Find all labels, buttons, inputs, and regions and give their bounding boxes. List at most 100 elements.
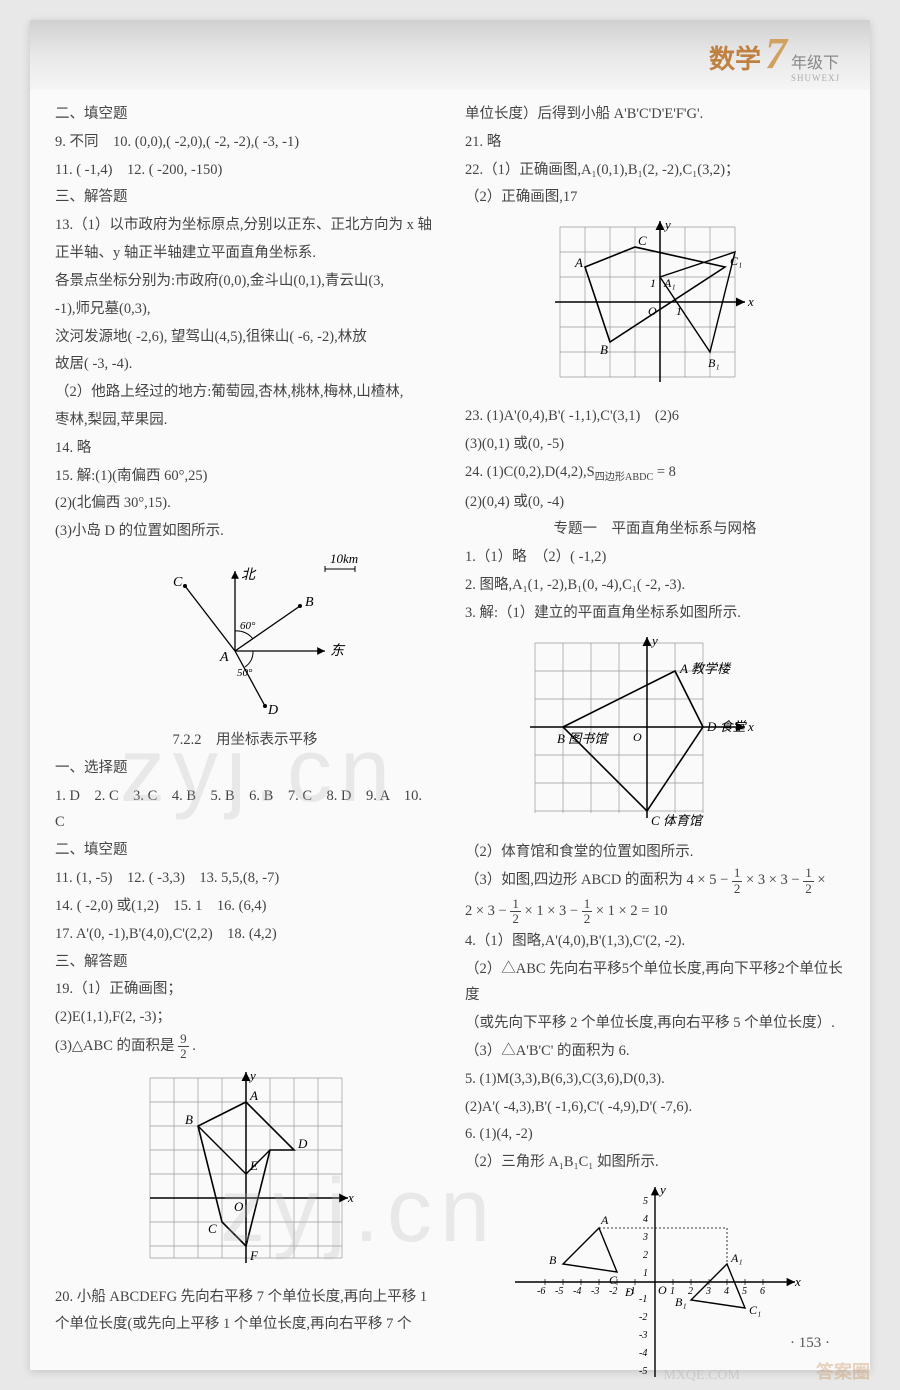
svg-text:C 体育馆: C 体育馆 — [651, 813, 704, 828]
svg-text:1: 1 — [643, 1268, 648, 1279]
svg-text:B: B — [185, 1112, 193, 1127]
svg-text:3: 3 — [642, 1232, 648, 1243]
text-line: （2）△ABC 先向右平移5个单位长度,再向下平移2个单位长度 — [465, 956, 845, 1010]
text-line: -1),师兄墓(0,3), — [55, 296, 435, 323]
svg-text:D: D — [267, 703, 278, 718]
text-line: 正半轴、y 轴正半轴建立平面直角坐标系. — [55, 240, 435, 267]
text-line: 枣林,梨园,苹果园. — [55, 407, 435, 434]
text-line: 21. 略 — [465, 129, 845, 156]
svg-text:60°: 60° — [240, 620, 256, 632]
text-line: （2）正确画图,17 — [465, 184, 845, 211]
svg-text:B₁: B₁ — [708, 356, 720, 370]
svg-text:C: C — [208, 1221, 217, 1236]
section-title: 专题一 平面直角坐标系与网格 — [465, 516, 845, 543]
svg-text:A₁: A₁ — [730, 1251, 743, 1265]
svg-text:O: O — [234, 1199, 244, 1214]
text-line: 9. 不同 10. (0,0),( -2,0),( -2, -2),( -3, … — [55, 129, 435, 156]
page-number: · 153 · — [790, 1335, 830, 1352]
svg-text:y: y — [663, 217, 671, 232]
svg-text:6: 6 — [760, 1286, 765, 1297]
text-line: （2）体育馆和食堂的位置如图所示. — [465, 839, 845, 866]
svg-text:5: 5 — [643, 1196, 648, 1207]
text-line: （2）他路上经过的地方:葡萄园,杏林,桃林,梅林,山楂林, — [55, 379, 435, 406]
text-line: 14. 略 — [55, 435, 435, 462]
text-line: 三、解答题 — [55, 949, 435, 976]
subject: 数学 — [709, 39, 761, 76]
svg-text:-5: -5 — [639, 1366, 647, 1377]
text-line: 6. (1)(4, -2) — [465, 1121, 845, 1148]
svg-text:4: 4 — [643, 1214, 648, 1225]
svg-text:B: B — [549, 1253, 557, 1267]
svg-text:-5: -5 — [555, 1286, 563, 1297]
text-line: 汶河发源地( -2,6), 望驾山(4,5),徂徕山( -6, -2),林放 — [55, 324, 435, 351]
svg-text:B₁: B₁ — [675, 1295, 687, 1309]
svg-text:B: B — [600, 342, 608, 357]
coord-diagram-q22: A B C A₁ B₁ C₁ O 1 1 x y — [530, 217, 780, 397]
svg-text:4: 4 — [724, 1286, 729, 1297]
svg-text:D: D — [297, 1136, 308, 1151]
svg-text:y: y — [650, 633, 658, 648]
svg-text:D: D — [624, 1285, 634, 1299]
svg-text:A: A — [600, 1213, 609, 1227]
text-line: 各景点坐标分别为:市政府(0,0),金斗山(0,1),青云山(3, — [55, 268, 435, 295]
svg-text:y: y — [658, 1182, 666, 1197]
svg-text:-2: -2 — [609, 1286, 617, 1297]
text-line: 15. 解:(1)(南偏西 60°,25) — [55, 463, 435, 490]
text-line: 2 × 3 − 12 × 1 × 3 − 12 × 1 × 2 = 10 — [465, 897, 845, 927]
svg-text:A₁: A₁ — [663, 276, 676, 290]
text-line: 3. 解:（1）建立的平面直角坐标系如图所示. — [465, 600, 845, 627]
text-line: 23. (1)A'(0,4),B'( -1,1),C'(3,1) (2)6 — [465, 403, 845, 430]
svg-text:O: O — [648, 304, 657, 318]
svg-text:2: 2 — [688, 1286, 693, 1297]
text-line: 单位长度）后得到小船 A'B'C'D'E'F'G'. — [465, 101, 845, 128]
svg-text:x: x — [347, 1190, 354, 1205]
right-column: 单位长度）后得到小船 A'B'C'D'E'F'G'. 21. 略 22.（1）正… — [465, 100, 845, 1300]
svg-text:东: 东 — [330, 643, 346, 659]
text-line: 故居( -3, -4). — [55, 351, 435, 378]
left-column: 二、填空题 9. 不同 10. (0,0),( -2,0),( -2, -2),… — [55, 100, 435, 1300]
header-title: 数学 7 年级下 SHUWEXJ — [709, 32, 840, 83]
text-line: 11. ( -1,4) 12. ( -200, -150) — [55, 157, 435, 184]
svg-text:B 图书馆: B 图书馆 — [557, 731, 609, 746]
content-columns: 二、填空题 9. 不同 10. (0,0),( -2,0),( -2, -2),… — [55, 100, 845, 1300]
text-line: （3）△A'B'C' 的面积为 6. — [465, 1038, 845, 1065]
text-line: 13.（1）以市政府为坐标原点,分别以正东、正北方向为 x 轴 — [55, 212, 435, 239]
section-title: 7.2.2 用坐标表示平移 — [55, 727, 435, 754]
svg-text:x: x — [747, 294, 754, 309]
svg-text:F: F — [249, 1248, 259, 1263]
svg-text:C₁: C₁ — [749, 1303, 761, 1317]
text-line: (2)(0,4) 或(0, -4) — [465, 489, 845, 516]
text-line: (2)(北偏西 30°,15). — [55, 490, 435, 517]
page-header: 数学 7 年级下 SHUWEXJ — [30, 20, 870, 90]
text-line: 14. ( -2,0) 或(1,2) 15. 1 16. (6,4) — [55, 893, 435, 920]
svg-text:-2: -2 — [639, 1312, 647, 1323]
scale-label: 10km — [330, 551, 358, 566]
svg-text:2: 2 — [643, 1250, 648, 1261]
svg-text:A: A — [574, 255, 583, 270]
grade-text: 年级下 — [791, 49, 840, 73]
text-line: 1.（1）略 （2）( -1,2) — [465, 544, 845, 571]
text-line: (3)小岛 D 的位置如图所示. — [55, 518, 435, 545]
text-line: （3）如图,四边形 ABCD 的面积为 4 × 5 − 12 × 3 × 3 −… — [465, 866, 845, 896]
svg-text:O: O — [658, 1283, 667, 1297]
svg-text:C: C — [638, 233, 647, 248]
text-line: 20. 小船 ABCDEFG 先向右平移 7 个单位长度,再向上平移 1 — [55, 1284, 435, 1311]
svg-text:-4: -4 — [573, 1286, 581, 1297]
text-line: 5. (1)M(3,3),B(6,3),C(3,6),D(0,3). — [465, 1066, 845, 1093]
text-line: (3)(0,1) 或(0, -5) — [465, 431, 845, 458]
watermark-corner: 答案圈 — [816, 1358, 870, 1384]
text-line: 19.（1）正确画图； — [55, 976, 435, 1003]
svg-text:50°: 50° — [237, 667, 253, 679]
watermark-corner: MXQE.COM — [663, 1368, 740, 1384]
svg-text:E: E — [249, 1158, 258, 1173]
svg-text:1: 1 — [650, 276, 656, 290]
numbered-axes-diagram: -6-5-4-3-2-1 123456 54321 -1-2-3-4-5 A B… — [505, 1182, 805, 1382]
svg-text:D 食堂: D 食堂 — [706, 719, 748, 734]
text-line: 11. (1, -5) 12. ( -3,3) 13. 5,5,(8, -7) — [55, 865, 435, 892]
school-diagram: A 教学楼 B 图书馆 C 体育馆 D 食堂 O x y — [515, 633, 795, 833]
text-line: 二、填空题 — [55, 837, 435, 864]
svg-text:C: C — [173, 575, 183, 590]
text-line: 24. (1)C(0,2),D(4,2),S四边形ABDC = 8 — [465, 459, 845, 488]
grid-diagram-abcdef: A B C D E F O x y — [130, 1068, 360, 1278]
grade-number: 7 — [765, 32, 787, 76]
